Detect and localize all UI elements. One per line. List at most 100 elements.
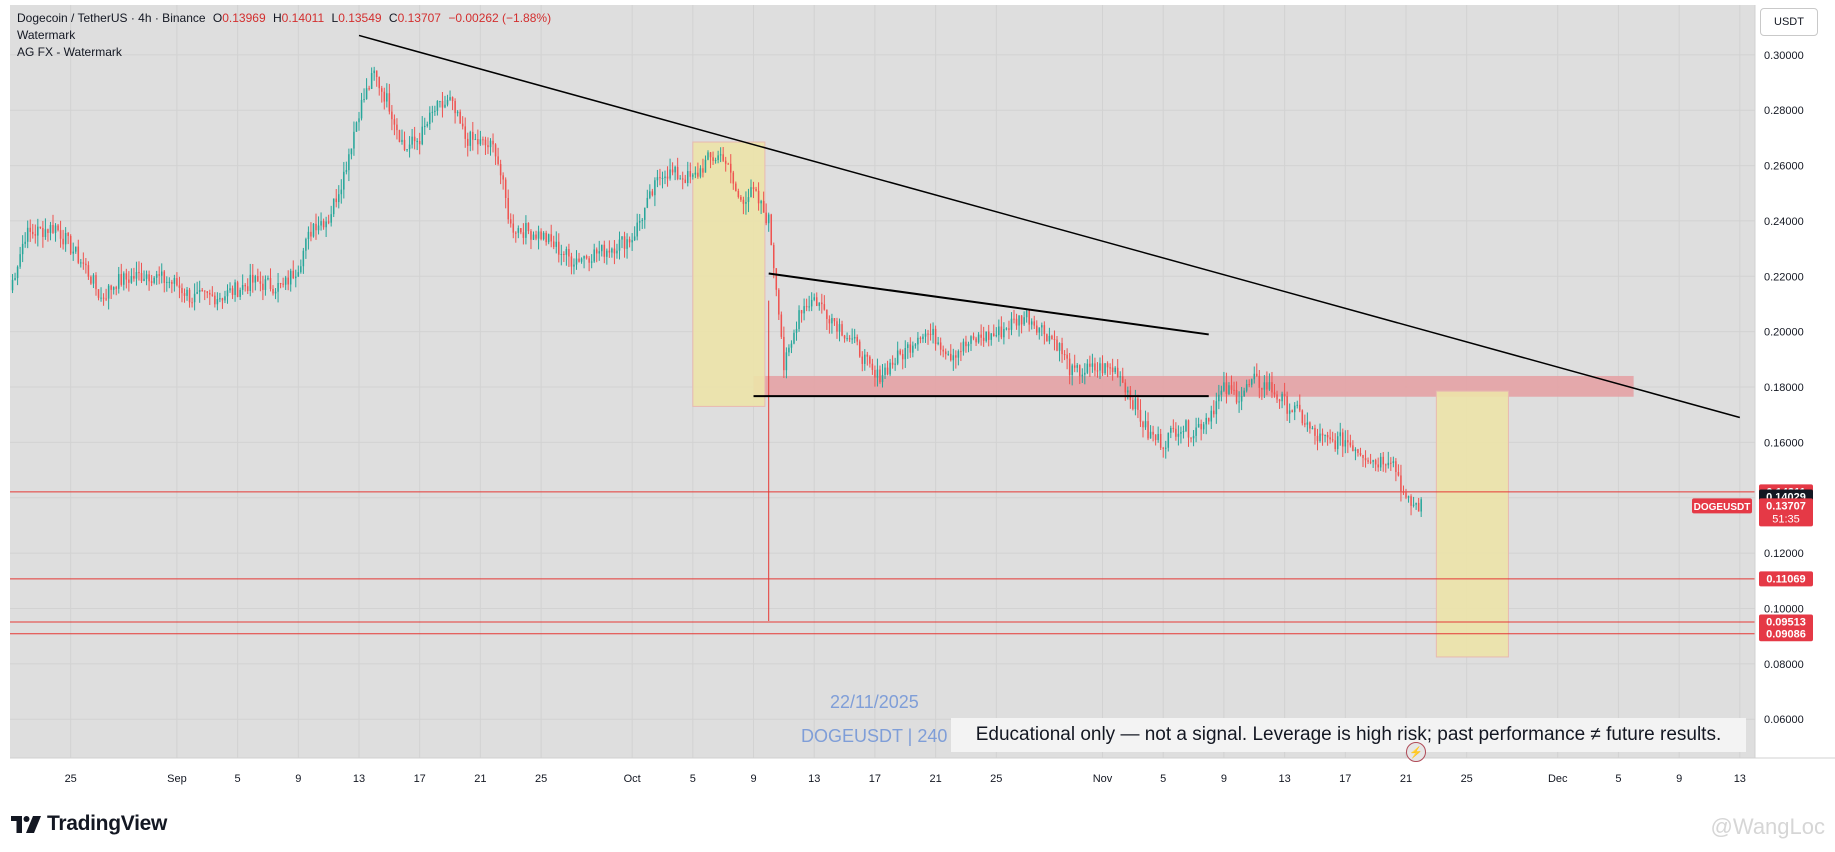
candle-body bbox=[899, 350, 901, 355]
candle-body bbox=[284, 277, 287, 285]
trendline bbox=[358, 34, 1741, 419]
candle-body bbox=[939, 342, 942, 350]
candle-body bbox=[644, 207, 646, 220]
candle-body bbox=[788, 347, 790, 353]
candle-body bbox=[477, 139, 479, 145]
candle-body bbox=[573, 264, 575, 267]
candle-body bbox=[1147, 421, 1149, 439]
candle-body bbox=[196, 292, 198, 294]
candle-body bbox=[1321, 433, 1324, 436]
candle-body bbox=[864, 354, 866, 364]
candle-body bbox=[241, 285, 244, 290]
lightning-icon[interactable]: ⚡ bbox=[1406, 742, 1426, 762]
candle-body bbox=[264, 279, 267, 290]
candle-body bbox=[117, 274, 120, 289]
price-label-value: 0.13707 bbox=[1766, 500, 1806, 512]
candle-body bbox=[466, 138, 469, 146]
candle-body bbox=[401, 139, 403, 143]
candle-body bbox=[1003, 328, 1005, 338]
candle-body bbox=[775, 268, 778, 290]
candle-body bbox=[593, 249, 595, 262]
candle-body bbox=[325, 221, 327, 228]
candle-body bbox=[244, 285, 246, 287]
candle-body bbox=[345, 170, 348, 172]
candle-body bbox=[1281, 393, 1283, 402]
candle-body bbox=[924, 333, 927, 337]
candle-body bbox=[47, 229, 49, 233]
candle-body bbox=[1354, 449, 1357, 452]
ohlc-low-value: 0.13549 bbox=[338, 11, 382, 25]
candle-body bbox=[585, 256, 588, 259]
candle-body bbox=[1253, 373, 1256, 380]
candle-body bbox=[818, 302, 821, 306]
candle-body bbox=[1215, 401, 1218, 415]
price-chart[interactable]: 0.30000 0.28000 0.26000 0.24000 0.22000 0.200… bbox=[0, 0, 1835, 800]
candle-body bbox=[393, 119, 396, 125]
candle-body bbox=[120, 274, 123, 285]
time-tick-label: Dec bbox=[1548, 773, 1568, 785]
candle-body bbox=[962, 341, 965, 352]
candle-body bbox=[464, 126, 466, 139]
candle-body bbox=[252, 274, 254, 283]
candle-body bbox=[821, 302, 823, 305]
candle-body bbox=[484, 139, 487, 146]
price-label-value: 0.09513 bbox=[1766, 616, 1806, 628]
candle-body bbox=[676, 166, 679, 179]
candle-body bbox=[841, 324, 843, 336]
candle-body bbox=[396, 124, 398, 131]
candle-body bbox=[1286, 396, 1288, 414]
candle-body bbox=[712, 157, 714, 161]
candle-body bbox=[1076, 365, 1078, 368]
candle-body bbox=[497, 156, 499, 165]
candle-body bbox=[67, 233, 69, 236]
candle-body bbox=[735, 183, 737, 191]
candle-body bbox=[770, 214, 772, 246]
candle-body bbox=[375, 70, 378, 77]
candle-body bbox=[651, 191, 654, 196]
candle-body bbox=[1187, 420, 1190, 438]
candle-body bbox=[520, 228, 522, 233]
candle-body bbox=[1357, 449, 1359, 454]
candle-body bbox=[896, 350, 899, 364]
price-label-value: 0.11069 bbox=[1766, 573, 1805, 585]
candle-body bbox=[717, 155, 719, 160]
candle-body bbox=[1185, 420, 1187, 432]
candle-body bbox=[697, 172, 699, 177]
candle-body bbox=[977, 334, 980, 343]
candle-body bbox=[1288, 410, 1291, 414]
candle-body bbox=[737, 190, 740, 197]
indicator-watermark[interactable]: Watermark bbox=[17, 28, 76, 42]
candle-body bbox=[1071, 365, 1073, 376]
candle-body bbox=[509, 219, 512, 224]
candle-body bbox=[193, 293, 196, 303]
candle-body bbox=[535, 234, 537, 239]
currency-button[interactable]: USDT bbox=[1760, 8, 1818, 36]
candle-body bbox=[1033, 321, 1035, 326]
candle-body bbox=[454, 101, 456, 114]
candle-body bbox=[348, 154, 350, 171]
candle-body bbox=[332, 198, 335, 215]
candle-body bbox=[1167, 432, 1170, 448]
candle-body bbox=[1390, 462, 1392, 464]
price-tick-label: 0.22000 bbox=[1764, 271, 1804, 283]
candle-body bbox=[408, 144, 411, 150]
candle-body bbox=[201, 289, 203, 291]
candle-body bbox=[1377, 464, 1379, 468]
candle-body bbox=[1276, 394, 1278, 400]
candle-body bbox=[272, 288, 274, 294]
candle-body bbox=[826, 309, 828, 320]
candle-body bbox=[292, 270, 295, 279]
time-tick-label: 21 bbox=[474, 773, 486, 785]
tradingview-logo[interactable]: TradingView bbox=[11, 812, 167, 836]
time-tick-label: 21 bbox=[929, 773, 941, 785]
symbol-title: Dogecoin / TetherUS · 4h · Binance bbox=[17, 11, 206, 25]
candle-body bbox=[934, 328, 937, 345]
indicator-agfx-watermark[interactable]: AG FX - Watermark bbox=[17, 45, 122, 59]
candle-body bbox=[1311, 427, 1314, 429]
candle-body bbox=[133, 275, 135, 279]
candle-body bbox=[1068, 358, 1071, 376]
candle-body bbox=[87, 265, 90, 277]
candle-body bbox=[1339, 432, 1342, 437]
